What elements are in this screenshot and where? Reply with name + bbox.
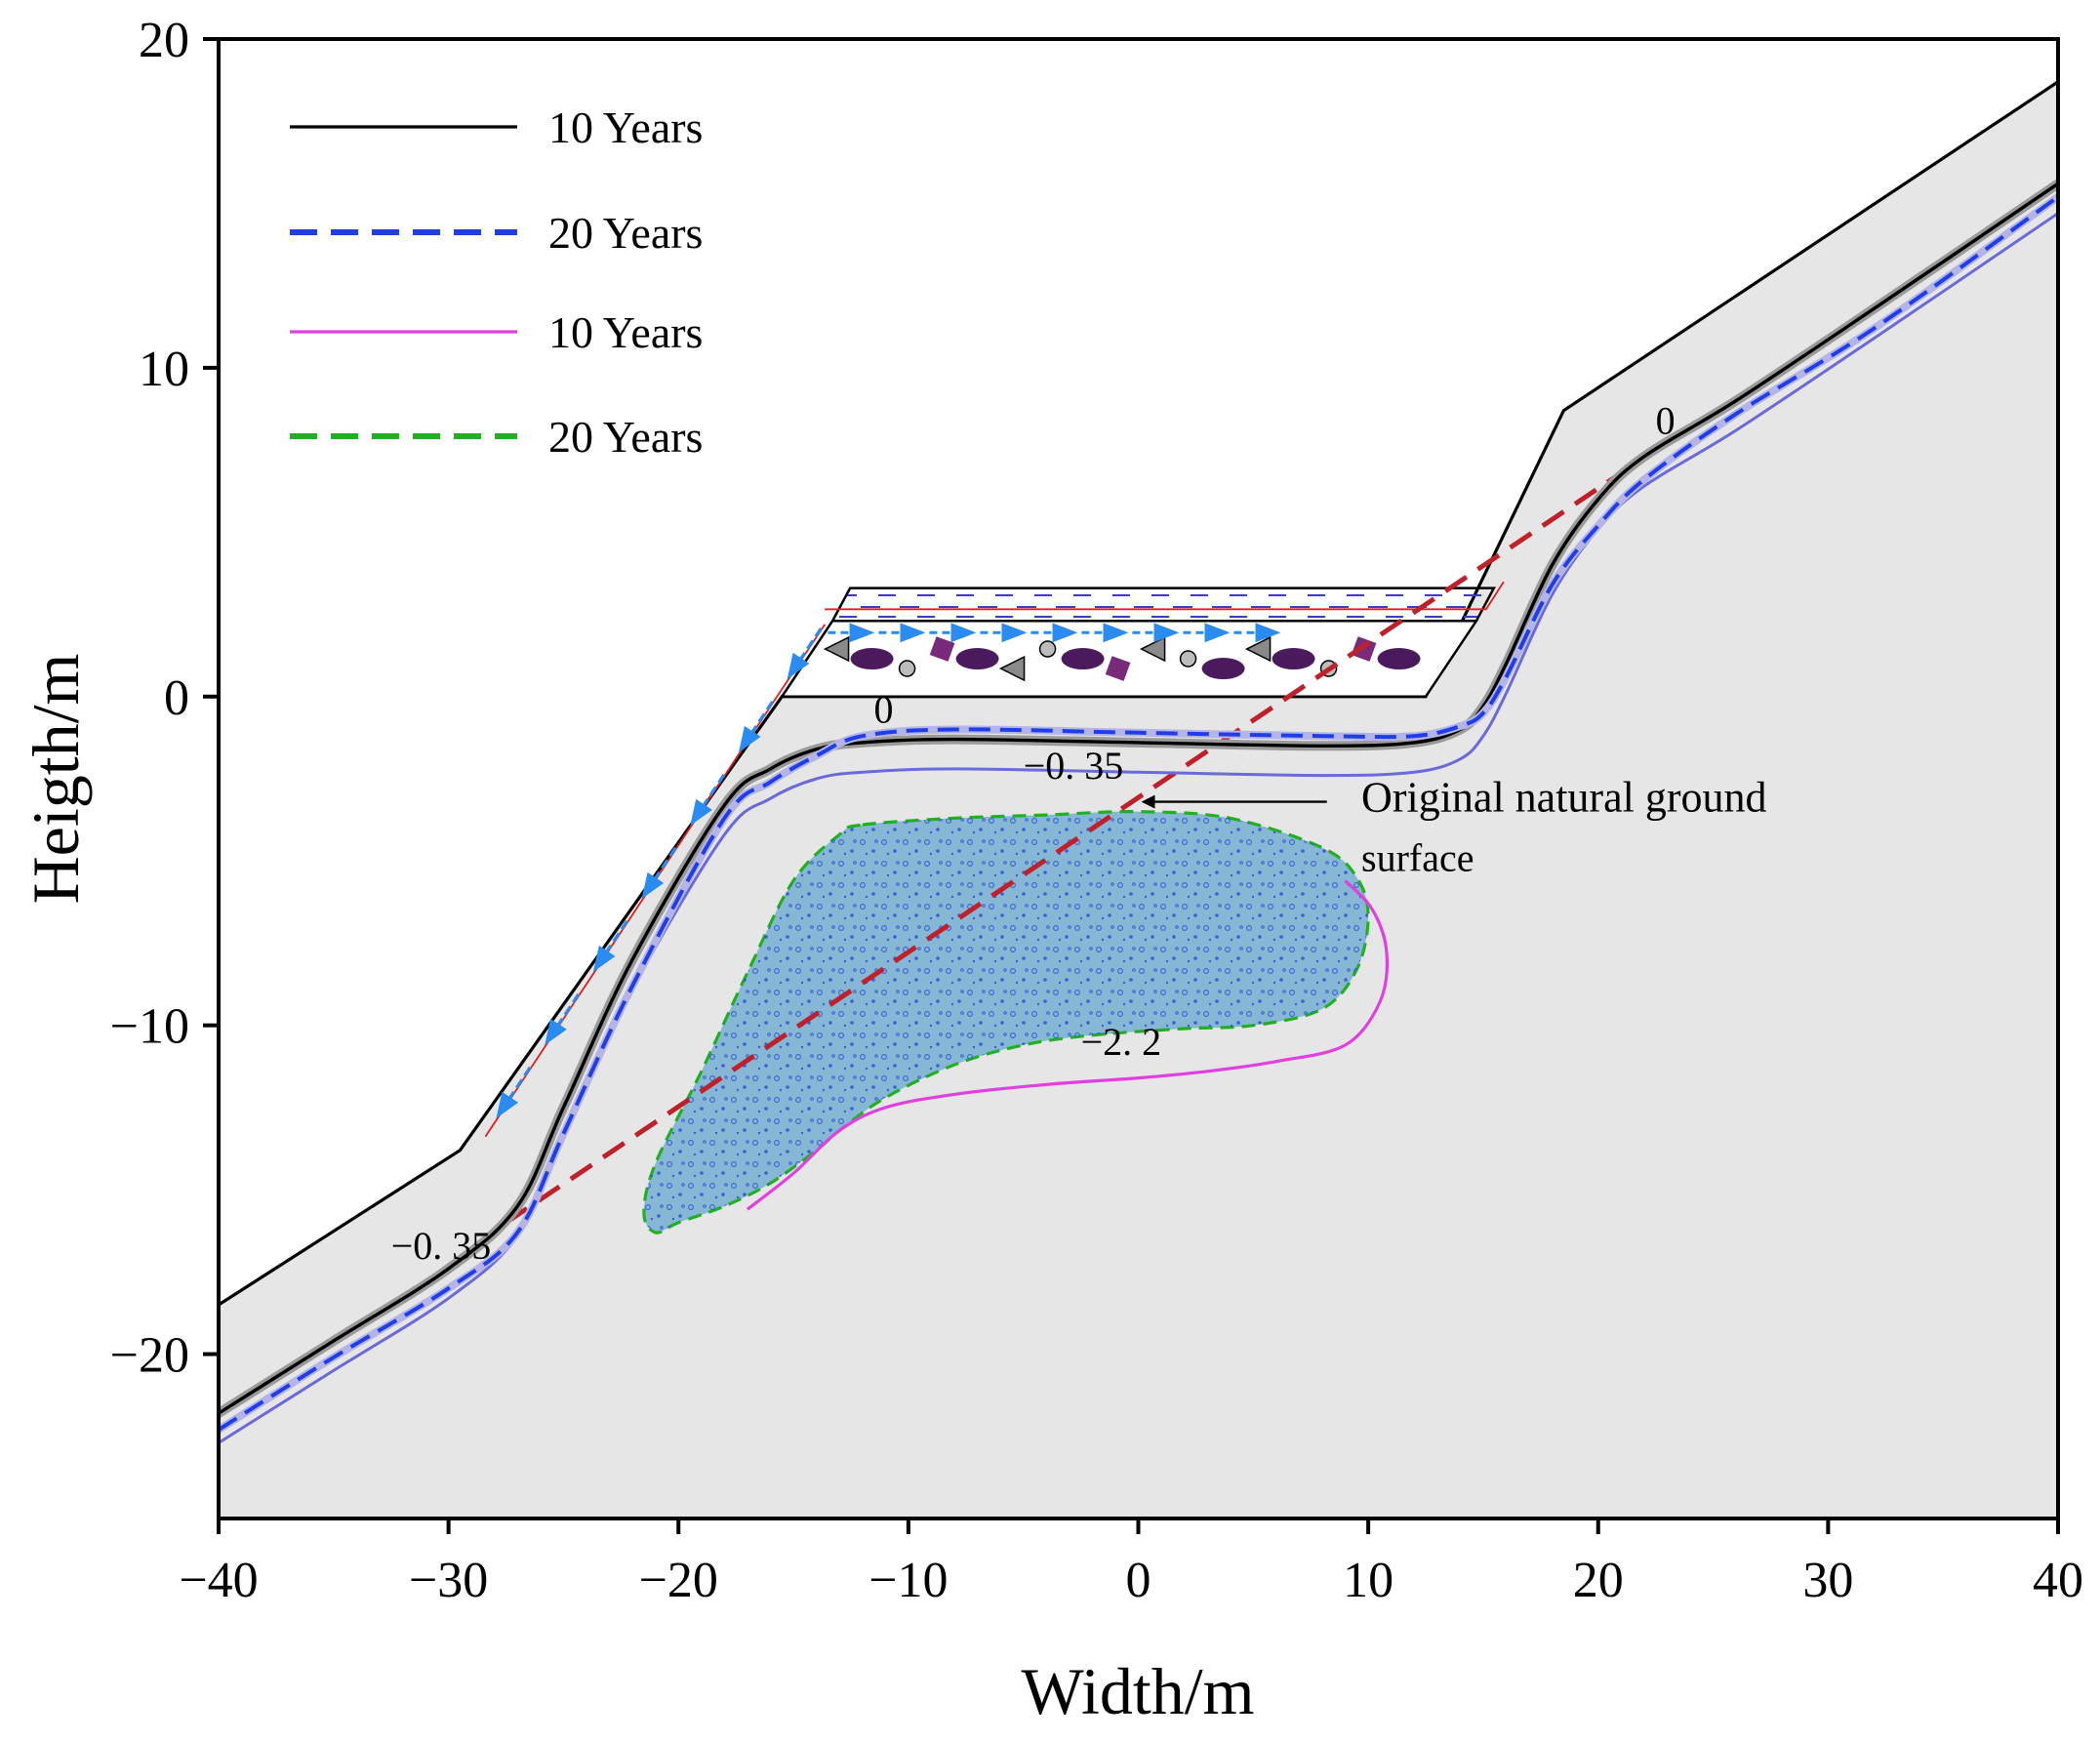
drain-arrow — [690, 773, 726, 826]
rock-fragment — [850, 648, 894, 670]
rock-fragment — [955, 648, 999, 670]
rock-fragment — [1139, 635, 1166, 663]
y-tick-label: 10 — [139, 342, 189, 397]
drain-arrow — [738, 700, 774, 753]
y-tick-label: −10 — [110, 999, 189, 1055]
x-tick-label: −30 — [409, 1553, 488, 1608]
rock-fragment — [929, 636, 955, 662]
annotation-label: −0. 35 — [391, 1224, 492, 1268]
legend-label: 20 Years — [548, 208, 703, 258]
original-natural-ground-line — [505, 470, 1623, 1225]
drain-arrow — [496, 1066, 532, 1118]
axes: −40 −30 −20 −10 0 10 20 30 40 20 10 0 −10 −20 Width/… — [19, 13, 2083, 1728]
annotations: 0 0 −0. 35 −0. 35 −2. 2 Original natural grou… — [391, 398, 1767, 1268]
x-tick-label: 10 — [1343, 1553, 1393, 1608]
annotation-label: 0 — [1656, 398, 1676, 442]
rock-fragment — [1351, 636, 1377, 662]
x-tick-label: −20 — [639, 1553, 718, 1608]
x-tick-label: −40 — [179, 1553, 258, 1608]
drain-arrow — [641, 846, 677, 899]
thaw-zone-10-years — [746, 879, 1389, 1211]
rock-fragment — [1061, 648, 1105, 670]
drainage-arrows — [484, 623, 1281, 1138]
y-tick-label: −20 — [110, 1328, 189, 1384]
annotation-label: Original natural ground — [1361, 774, 1766, 822]
x-axis: −40 −30 −20 −10 0 10 20 30 40 — [179, 1518, 2083, 1608]
x-tick-label: 30 — [1802, 1553, 1853, 1608]
legend-label: 10 Years — [548, 102, 703, 152]
y-axis: 20 10 0 −10 −20 — [110, 13, 219, 1384]
rock-fragment — [898, 660, 916, 677]
x-tick-label: 20 — [1573, 1553, 1624, 1608]
annotation-label: 0 — [874, 688, 894, 732]
thaw-zone-20-years-texture — [643, 811, 1369, 1234]
y-tick-label: 20 — [139, 13, 189, 68]
x-tick-label: 40 — [2033, 1553, 2083, 1608]
x-tick-label: −10 — [868, 1553, 948, 1608]
annotation-label: −2. 2 — [1081, 1020, 1162, 1064]
y-axis-title: Heigth/m — [19, 654, 93, 905]
rock-fragment — [823, 635, 850, 663]
rock-fragment — [1377, 648, 1421, 670]
legend: 10 Years 20 Years 10 Years 20 Years — [290, 102, 703, 462]
rock-fragment — [1038, 640, 1057, 658]
x-axis-title: Width/m — [1021, 1654, 1254, 1728]
legend-label: 20 Years — [548, 412, 703, 462]
rock-fragment — [1105, 656, 1131, 681]
drain-arrow — [592, 919, 628, 972]
insulation-layer — [830, 587, 1496, 623]
isotherm-20-years — [219, 195, 2058, 1432]
y-tick-label: 0 — [164, 670, 189, 726]
rock-fragment — [1201, 658, 1245, 680]
isotherm-10-years — [219, 182, 2058, 1415]
rock-fragment — [998, 655, 1026, 682]
legend-label: 10 Years — [548, 307, 703, 357]
rock-fragment — [1272, 648, 1315, 670]
geomembrane-line — [825, 581, 1505, 611]
x-tick-label: 0 — [1126, 1553, 1151, 1608]
annotation-label: surface — [1361, 835, 1474, 879]
rock-fragment — [1179, 650, 1197, 668]
drain-arrow — [787, 627, 823, 680]
rock-fragment — [1244, 635, 1272, 663]
annotation-label: −0. 35 — [1024, 744, 1124, 788]
isotherm-lines — [219, 179, 2058, 1444]
crest-structure — [779, 581, 1505, 699]
drain-arrow — [545, 992, 581, 1045]
